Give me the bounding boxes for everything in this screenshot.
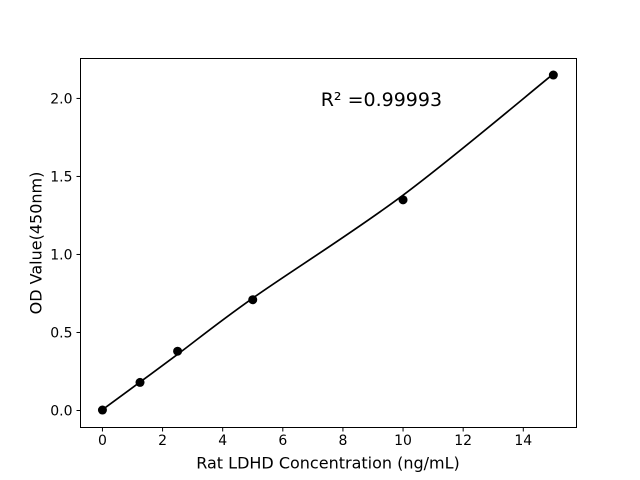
- y-tick-label: 2.0: [50, 91, 72, 107]
- data-point: [135, 377, 145, 387]
- y-tick-label: 1.0: [50, 247, 72, 263]
- fit-line: [101, 73, 555, 411]
- x-tick-label: 2: [158, 433, 167, 449]
- x-tick-label: 6: [278, 433, 287, 449]
- y-axis-label: OD Value(450nm): [26, 171, 46, 315]
- x-tick-label: 8: [338, 433, 347, 449]
- data-point: [248, 295, 258, 305]
- y-tick-label: 0.0: [50, 403, 72, 419]
- y-tick-label: 0.5: [50, 325, 72, 341]
- x-axis-label: Rat LDHD Concentration (ng/mL): [196, 453, 460, 473]
- data-point: [398, 195, 408, 205]
- r-squared-annotation: R² =0.99993: [320, 89, 443, 111]
- x-tick-label: 4: [218, 433, 227, 449]
- data-point: [97, 405, 107, 415]
- data-point: [548, 70, 558, 80]
- x-tick-label: 14: [514, 433, 532, 449]
- y-tick-label: 1.5: [50, 169, 72, 185]
- x-tick-label: 12: [454, 433, 472, 449]
- x-tick-label: 10: [394, 433, 412, 449]
- data-point: [173, 346, 183, 356]
- x-tick-label: 0: [98, 433, 107, 449]
- plot-area: [80, 58, 577, 428]
